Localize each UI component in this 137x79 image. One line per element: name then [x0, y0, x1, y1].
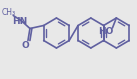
Text: O: O: [21, 41, 29, 50]
Text: HN: HN: [12, 17, 28, 26]
Text: HO: HO: [98, 27, 113, 36]
Text: CH₃: CH₃: [1, 8, 15, 17]
